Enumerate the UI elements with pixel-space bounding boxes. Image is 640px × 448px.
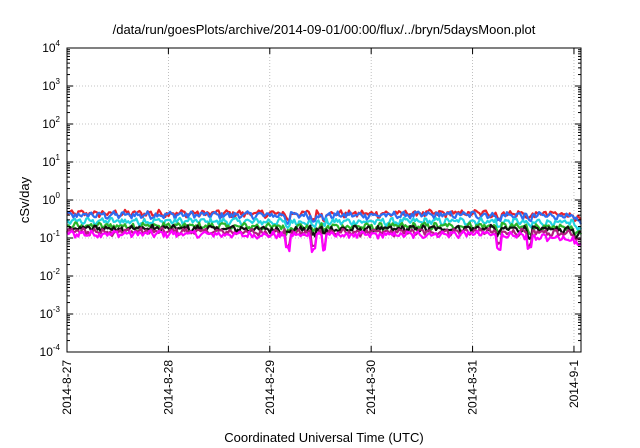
series-lines: [66, 208, 582, 254]
x-tick-label: 2014-8-31: [466, 360, 480, 415]
y-tick-label: 101: [42, 153, 60, 169]
y-tick-label: 102: [42, 115, 60, 131]
x-axis-ticks: 2014-8-27 2014-8-28 2014-8-29 2014-8-30 2014…: [60, 48, 581, 415]
y-axis-label: cSv/day: [17, 176, 32, 223]
series-line: [66, 210, 582, 225]
y-axis-ticks: 10-4 10-3 10-2 10-1 100 101 102 103 104: [40, 39, 581, 359]
y-tick-label: 104: [42, 39, 60, 55]
x-tick-label: 2014-8-29: [263, 360, 277, 415]
x-tick-label: 2014-9-1: [567, 360, 581, 408]
x-tick-label: 2014-8-27: [60, 360, 74, 415]
y-tick-label: 10-4: [40, 343, 61, 359]
x-tick-label: 2014-8-30: [364, 360, 378, 415]
series-line: [66, 216, 582, 232]
x-axis-label: Coordinated Universal Time (UTC): [224, 430, 423, 445]
series-line: [66, 208, 582, 223]
y-tick-label: 10-1: [40, 229, 61, 245]
x-tick-label: 2014-8-28: [161, 360, 175, 415]
grid: [67, 48, 581, 352]
series-line: [66, 229, 582, 254]
y-tick-label: 100: [42, 191, 60, 207]
y-tick-label: 103: [42, 77, 60, 93]
y-tick-label: 10-2: [40, 267, 61, 283]
plot-frame: [66, 47, 582, 353]
y-tick-label: 10-3: [40, 305, 61, 321]
chart-title: /data/run/goesPlots/archive/2014-09-01/0…: [113, 22, 536, 37]
